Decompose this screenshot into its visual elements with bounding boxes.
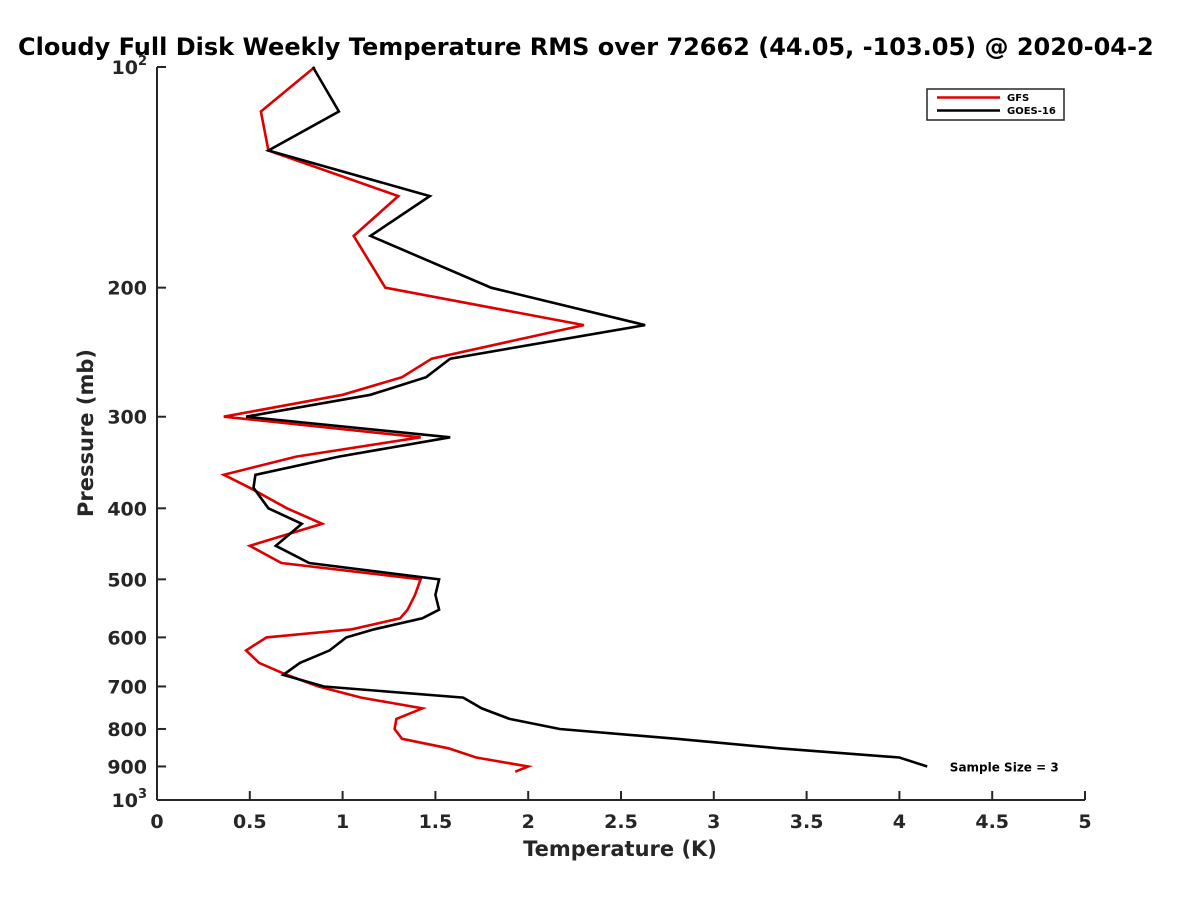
series-line-goes-16: [245, 66, 928, 768]
plot-area: [156, 67, 1085, 801]
x-tick-label: 4.5: [975, 811, 1009, 833]
legend-box: [926, 88, 1065, 121]
x-tick-label: 2: [522, 811, 535, 833]
x-tick-label: 4: [893, 811, 906, 833]
x-axis-ticks: 0 0.5 1 1.5 2 2.5 3 3.5 4 4.5 5: [150, 791, 1092, 833]
legend-label: GOES-16: [1007, 106, 1056, 117]
sample-size-annotation: Sample Size = 3: [950, 760, 1059, 774]
y-tick-label: 500: [107, 569, 147, 591]
y-tick-label: 200: [107, 278, 147, 300]
x-tick-label: 2.5: [604, 811, 638, 833]
legend: GFS GOES-16: [926, 88, 1065, 121]
legend-label: GFS: [1007, 93, 1029, 104]
series-line-gfs: [220, 65, 585, 773]
y-tick-label: 900: [107, 756, 147, 778]
series-layer: [220, 65, 928, 773]
x-tick-label: 3: [707, 811, 720, 833]
y-axis-label: Pressure (mb): [74, 349, 98, 517]
x-axis-label: Temperature (K): [523, 837, 717, 861]
x-tick-label: 0.5: [233, 811, 267, 833]
y-tick-label: 400: [107, 498, 147, 520]
y-tick-label: 103: [112, 787, 148, 812]
y-axis-ticks: 102 200 300 400 500 600 700 800 900 103: [107, 54, 166, 812]
x-tick-label: 1.5: [419, 811, 453, 833]
x-tick-label: 1: [336, 811, 349, 833]
x-tick-label: 5: [1078, 811, 1091, 833]
y-tick-label: 102: [112, 54, 148, 79]
y-tick-label: 300: [107, 407, 147, 429]
x-tick-label: 3.5: [790, 811, 824, 833]
chart-title: Cloudy Full Disk Weekly Temperature RMS …: [18, 33, 1154, 61]
y-tick-label: 600: [107, 627, 147, 649]
x-tick-label: 0: [150, 811, 163, 833]
y-tick-label: 800: [107, 719, 147, 741]
y-tick-label: 700: [107, 676, 147, 698]
